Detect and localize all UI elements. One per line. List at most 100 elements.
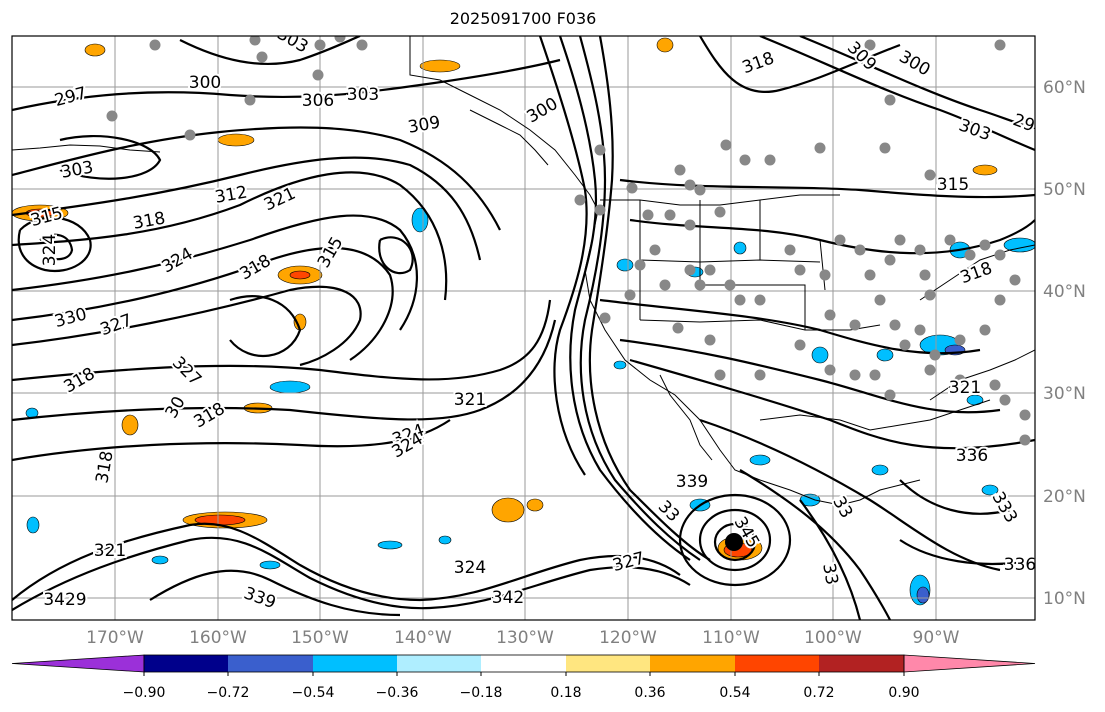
colorbar-segment [735, 655, 819, 672]
contour-line [599, 298, 981, 355]
contour-line [12, 58, 561, 112]
longitude-labels: 170°W 160°W 150°W 140°W 130°W 120°W 110°W 100°W… [86, 628, 960, 648]
station-dot [864, 269, 876, 281]
colorbar-tick-label: 0.36 [634, 685, 665, 701]
station-dot [979, 239, 991, 251]
station-dot [924, 364, 936, 376]
station-dot [764, 154, 776, 166]
colorbar-tick-label: 0.54 [719, 685, 750, 701]
latitude-label: 30°N [1043, 384, 1086, 404]
contour-label: 324 [454, 558, 486, 578]
colorbar-segment [650, 655, 735, 672]
contour-line [619, 338, 1001, 414]
latitude-labels: 60°N 50°N 40°N 30°N 20°N 10°N [1043, 78, 1086, 609]
contour-label: 342 [492, 588, 524, 608]
contour-line [12, 522, 681, 602]
station-dot [256, 51, 268, 63]
shaded-patch [613, 360, 627, 370]
station-dot [739, 154, 751, 166]
colorbar-tick-label: 0.72 [803, 685, 834, 701]
station-dot [599, 312, 611, 324]
coastline [919, 244, 1035, 301]
contour-label: 315 [937, 175, 969, 195]
latitude-label: 40°N [1043, 282, 1086, 302]
station-dot [999, 394, 1011, 406]
longitude-label: 90°W [913, 628, 960, 648]
colorbar-segment [144, 655, 228, 672]
map-frame [11, 35, 1036, 621]
contour-label: 300 [189, 73, 221, 93]
station-dot [720, 139, 732, 151]
station-dot [574, 194, 586, 206]
station-dot [734, 294, 746, 306]
latitude-label: 10°N [1043, 589, 1086, 609]
shaded-patch [121, 414, 139, 436]
contour-label: 321 [949, 378, 981, 398]
station-dot [924, 289, 936, 301]
shaded-patch [916, 586, 930, 604]
latitude-label: 50°N [1043, 180, 1086, 200]
coastline [469, 109, 549, 166]
colorbar-tick-label: −0.54 [292, 685, 335, 701]
station-dot [849, 369, 861, 381]
coastline [12, 144, 161, 153]
colorbar: −0.90 −0.72 −0.54 −0.36 −0.18 0.18 0.36 0.54 0.7… [11, 654, 1036, 701]
station-dot [594, 204, 606, 216]
coastline [409, 36, 599, 211]
contour-line [899, 479, 1011, 515]
contour-line [378, 236, 414, 275]
contour-label: 339 [676, 472, 708, 492]
shaded-patch [1003, 237, 1035, 253]
station-dot [1009, 274, 1021, 286]
station-dot [334, 36, 346, 43]
shaded-patch [876, 348, 894, 362]
station-dot [754, 294, 766, 306]
colorbar-tick-label: −0.36 [376, 685, 419, 701]
station-dot [849, 319, 861, 331]
station-dot [994, 249, 1006, 261]
contour-line [698, 508, 772, 572]
shaded-patch [438, 535, 452, 545]
station-dot [659, 279, 671, 291]
shaded-patch [259, 560, 281, 570]
station-dot [929, 349, 941, 361]
colorbar-extend-high [903, 654, 1036, 673]
contour-line [12, 419, 451, 462]
shaded-patch [526, 498, 544, 512]
shaded-patch [616, 258, 634, 272]
contour-line [629, 358, 1035, 450]
station-dot [834, 234, 846, 246]
station-dot [649, 244, 661, 256]
station-dot [824, 309, 836, 321]
station-dot [954, 374, 966, 386]
station-dot [626, 182, 638, 194]
station-dot [664, 209, 676, 221]
station-dot [894, 234, 906, 246]
station-dot [994, 39, 1006, 51]
contour-line [699, 418, 1001, 572]
shaded-patch [26, 516, 40, 534]
station-dot [794, 339, 806, 351]
station-dot [819, 269, 831, 281]
contour-line [629, 218, 1035, 255]
colorbar-segment [228, 655, 313, 672]
station-dot [989, 379, 1001, 391]
coastline [929, 349, 1035, 401]
station-dot [714, 206, 726, 218]
contour-line [39, 233, 74, 261]
shaded-patch [151, 555, 169, 565]
shaded-patch [269, 380, 311, 394]
contour-line [699, 36, 901, 93]
contour-line [739, 469, 891, 620]
station-dot [889, 319, 901, 331]
station-dot [979, 324, 991, 336]
shaded-patch [289, 270, 311, 280]
station-dot [884, 389, 896, 401]
colorbar-tick-label: 0.18 [550, 685, 581, 701]
contour-label: 336 [1004, 555, 1036, 575]
storm-center-marker [725, 533, 743, 551]
longitude-label: 150°W [291, 628, 349, 648]
station-dot [944, 234, 956, 246]
contour-label: 3429 [43, 590, 86, 610]
